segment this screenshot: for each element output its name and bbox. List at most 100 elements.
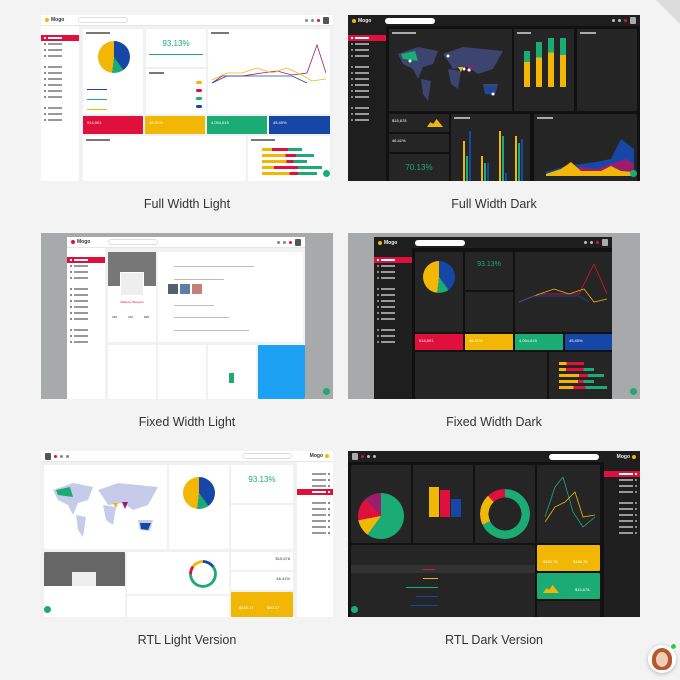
caption[interactable]: Full Width Light (143, 197, 231, 211)
kpi-card-green: 4,054,615 (207, 116, 267, 134)
profit-analysis-panel (413, 465, 473, 543)
thumbnail[interactable]: Mogo (41, 15, 333, 181)
audience-location-panel (44, 465, 167, 549)
traffic-share-panel (351, 465, 411, 543)
social-panel (465, 292, 513, 332)
projects-status-table (351, 545, 535, 617)
kpi-card-red: 914,001 (83, 116, 143, 134)
kpi-card-blue: 45.40% (269, 116, 330, 134)
caption[interactable]: RTL Dark Version (445, 633, 543, 647)
server-traffic-panel (514, 29, 574, 111)
earnings-panel: $345.17 $50.17 (231, 592, 293, 617)
preview-fixed-width-dark[interactable]: Mogo (348, 233, 640, 429)
ranking-panel (537, 465, 600, 543)
big-percentage: 93.13% (162, 39, 190, 48)
twitter-panel (258, 345, 305, 399)
visitor-statistics-panel (208, 29, 330, 114)
fab-button (44, 606, 51, 613)
preview-rtl-light[interactable]: Mogo (41, 451, 333, 647)
line-chart (212, 43, 326, 84)
social-campaigns-table (83, 136, 246, 181)
fab-button (630, 388, 637, 395)
social-campaigns-table (415, 352, 547, 399)
contacts-panel (108, 345, 156, 399)
topbar: Mogo (41, 15, 333, 26)
mobile-traffic-panel (415, 252, 463, 332)
thumbnail[interactable]: Mogo (41, 233, 333, 399)
caption[interactable]: Fixed Width Dark (446, 415, 542, 429)
conversion-panel: 93.13% (146, 29, 206, 67)
sidebar (297, 462, 333, 617)
preview-full-width-dark[interactable]: Mogo (348, 15, 640, 211)
fab-button (323, 388, 330, 395)
browser-stats-panel (577, 29, 637, 111)
revenue-growth-panel (534, 114, 637, 181)
profile-card (44, 552, 125, 617)
kpi-card-yellow: 46.41% (145, 116, 205, 134)
growth-stat: 46.41% (389, 134, 449, 152)
completed-panel (127, 596, 229, 617)
topbar: Mogo (374, 237, 612, 248)
sidebar (67, 248, 105, 399)
caption[interactable]: Full Width Dark (451, 197, 537, 211)
mobile-traffic-panel (83, 29, 143, 114)
conversion-panel: 70.13% (389, 154, 449, 181)
preview-fixed-width-light[interactable]: Mogo (41, 233, 333, 429)
online-status-icon (670, 643, 677, 650)
mobile-traffic-panel (169, 465, 229, 549)
fab-button (630, 170, 637, 177)
thumbnail[interactable]: Mogo (41, 451, 333, 617)
fab-button (351, 606, 358, 613)
world-map (398, 47, 503, 101)
search-bar (385, 17, 436, 24)
world-map (53, 483, 158, 537)
page-corner-fold[interactable] (656, 0, 680, 24)
sidebar (374, 248, 412, 399)
sidebar (348, 26, 386, 181)
conversion-panel: 93.13% (231, 465, 293, 503)
my-todo-panel (537, 601, 600, 617)
revenue-stat: $15,678 (389, 114, 449, 132)
topbar: Mogo (67, 237, 305, 248)
logo-text: Mogo (51, 17, 65, 23)
preview-rtl-dark[interactable]: Mogo (348, 451, 640, 647)
advertising-panel (549, 352, 612, 399)
profile-card: Madelyn Burgess 348 315 898 (108, 252, 156, 342)
sidebar (41, 26, 79, 181)
preview-full-width-light[interactable]: Mogo (41, 15, 333, 211)
topbar-icons (305, 16, 329, 24)
todo-panel (158, 345, 206, 399)
logo-icon (45, 18, 49, 22)
pie-chart (423, 261, 455, 293)
avatar (630, 17, 636, 24)
search-bar (78, 17, 129, 23)
topbar: Mogo (348, 451, 640, 462)
calendar-panel (208, 345, 256, 399)
sales-analytics-panel (127, 552, 229, 594)
caption[interactable]: Fixed Width Light (138, 415, 236, 429)
social-panel (231, 505, 293, 549)
visitor-statistics-panel (515, 252, 612, 332)
pie-chart (98, 41, 130, 73)
activity-feed (158, 252, 303, 342)
area-chart (546, 139, 634, 176)
thumbnail[interactable]: Mogo (348, 233, 640, 399)
avatar-face (656, 652, 668, 667)
thumbnail[interactable]: Mogo (348, 451, 640, 617)
topbar: Mogo (41, 451, 333, 462)
advertising-panel (248, 136, 330, 181)
social-panel (146, 69, 206, 114)
topbar: Mogo (348, 15, 640, 26)
earnings-panel: $456.78 $156.78 (537, 545, 600, 571)
caption[interactable]: RTL Light Version (137, 633, 237, 647)
conversion-panel: 93.13% (465, 252, 513, 290)
thumbnail[interactable]: Mogo (348, 15, 640, 181)
monthly-revenue-panel: $15,678 (537, 573, 600, 599)
avatar (323, 16, 329, 24)
audience-location-panel (389, 29, 512, 111)
employment-ratio-panel (451, 114, 530, 181)
fab-button (323, 170, 330, 177)
sales-panel (475, 465, 535, 543)
revenue-stat: $15,678 (231, 552, 293, 570)
